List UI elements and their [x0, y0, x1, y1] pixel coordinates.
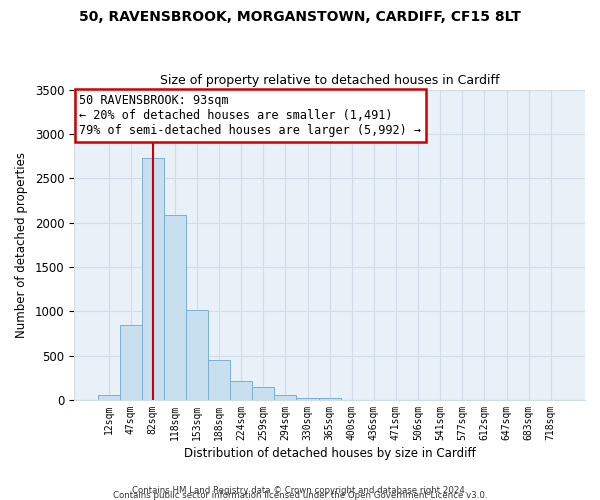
Bar	[208, 360, 230, 400]
Bar	[164, 216, 186, 400]
Bar	[252, 386, 274, 400]
Bar	[142, 158, 164, 400]
Title: Size of property relative to detached houses in Cardiff: Size of property relative to detached ho…	[160, 74, 499, 87]
Bar	[274, 395, 296, 400]
Text: Contains public sector information licensed under the Open Government Licence v3: Contains public sector information licen…	[113, 491, 487, 500]
Bar	[319, 398, 341, 400]
Bar	[186, 310, 208, 400]
Bar	[230, 381, 252, 400]
Text: 50, RAVENSBROOK, MORGANSTOWN, CARDIFF, CF15 8LT: 50, RAVENSBROOK, MORGANSTOWN, CARDIFF, C…	[79, 10, 521, 24]
X-axis label: Distribution of detached houses by size in Cardiff: Distribution of detached houses by size …	[184, 447, 476, 460]
Text: 50 RAVENSBROOK: 93sqm
← 20% of detached houses are smaller (1,491)
79% of semi-d: 50 RAVENSBROOK: 93sqm ← 20% of detached …	[79, 94, 421, 137]
Bar	[98, 395, 119, 400]
Bar	[119, 324, 142, 400]
Y-axis label: Number of detached properties: Number of detached properties	[15, 152, 28, 338]
Bar	[296, 398, 319, 400]
Text: Contains HM Land Registry data © Crown copyright and database right 2024.: Contains HM Land Registry data © Crown c…	[132, 486, 468, 495]
